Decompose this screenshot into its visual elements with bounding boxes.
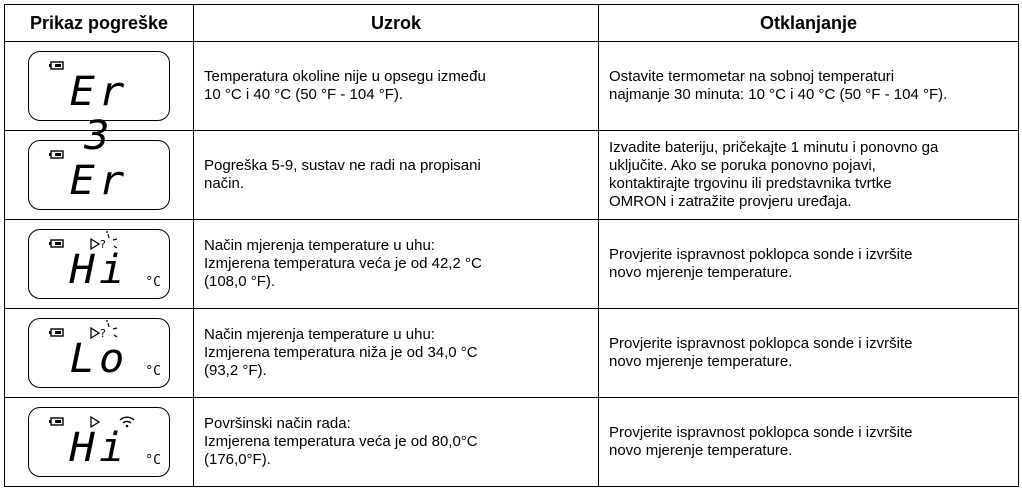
lcd-unit: °C (145, 363, 161, 381)
remedy-line: Izvadite bateriju, pričekajte 1 minutu i… (609, 139, 1018, 157)
row: Er 3 Temperatura okoline nije u opsegu iz… (5, 42, 1019, 131)
lcd-display: Hi°C (28, 407, 170, 477)
remedy-line: novo mjerenje temperature. (609, 353, 1018, 371)
cause-line: Način mjerenja temperature u uhu: (204, 237, 598, 255)
row: ?Lo°C Način mjerenja temperature u uhu:Iz… (5, 309, 1019, 398)
remedy-line: novo mjerenje temperature. (609, 264, 1018, 282)
lcd-display: Er (28, 140, 170, 210)
cause-line: (108,0 °F). (204, 273, 598, 291)
cause-line: Izmjerena temperatura veća je od 42,2 °C (204, 255, 598, 273)
row: Er Pogreška 5-9, sustav ne radi na propis… (5, 131, 1019, 220)
cause-line: način. (204, 175, 598, 193)
header-cell: Otklanjanje (599, 5, 1019, 42)
header-row: Prikaz pogreške Uzrok Otklanjanje (5, 5, 1019, 42)
lcd-code: Hi (44, 248, 153, 292)
remedy-line: najmanje 30 minuta: 10 °C i 40 °C (50 °F… (609, 86, 1018, 104)
remedy-cell: Provjerite ispravnost poklopca sonde i i… (599, 309, 1019, 398)
remedy-line: kontaktirajte trgovinu ili predstavnika … (609, 175, 1018, 193)
display-cell: ?Hi°C (5, 220, 194, 309)
remedy-line: OMRON i zatražite provjeru uređaja. (609, 193, 1018, 211)
cause-cell: Temperatura okoline nije u opsegu između… (194, 42, 599, 131)
cause-cell: Način mjerenja temperature u uhu:Izmjere… (194, 220, 599, 309)
lcd-display: Er 3 (28, 51, 170, 121)
cause-line: Temperatura okoline nije u opsegu između (204, 68, 598, 86)
cause-line: 10 °C i 40 °C (50 °F - 104 °F). (204, 86, 598, 104)
remedy-line: Provjerite ispravnost poklopca sonde i i… (609, 246, 1018, 264)
lcd-code: Lo (44, 337, 153, 381)
lcd-display: ?Lo°C (28, 318, 170, 388)
cause-line: Površinski način rada: (204, 415, 598, 433)
display-cell: Er 3 (5, 42, 194, 131)
cause-line: Izmjerena temperatura niža je od 34,0 °C (204, 344, 598, 362)
cause-line: (93,2 °F). (204, 362, 598, 380)
row: Hi°C Površinski način rada:Izmjerena temp… (5, 398, 1019, 487)
header-cell: Uzrok (194, 5, 599, 42)
error-table: Prikaz pogreške Uzrok Otklanjanje Er 3 Te… (4, 4, 1019, 487)
remedy-line: Provjerite ispravnost poklopca sonde i i… (609, 335, 1018, 353)
lcd-display: ?Hi°C (28, 229, 170, 299)
cause-cell: Pogreška 5-9, sustav ne radi na propisan… (194, 131, 599, 220)
lcd-unit: °C (145, 452, 161, 470)
page: Prikaz pogreške Uzrok Otklanjanje Er 3 Te… (0, 0, 1022, 498)
cause-line: (176,0°F). (204, 451, 598, 469)
cause-line: Pogreška 5-9, sustav ne radi na propisan… (204, 157, 598, 175)
lcd-code: Er (44, 159, 153, 203)
remedy-line: novo mjerenje temperature. (609, 442, 1018, 460)
remedy-line: Ostavite termometar na sobnoj temperatur… (609, 68, 1018, 86)
remedy-cell: Ostavite termometar na sobnoj temperatur… (599, 42, 1019, 131)
display-cell: Er (5, 131, 194, 220)
header-cell: Prikaz pogreške (5, 5, 194, 42)
row: ?Hi°C Način mjerenja temperature u uhu:Iz… (5, 220, 1019, 309)
cause-line: Izmjerena temperatura veća je od 80,0°C (204, 433, 598, 451)
remedy-cell: Provjerite ispravnost poklopca sonde i i… (599, 398, 1019, 487)
remedy-cell: Izvadite bateriju, pričekajte 1 minutu i… (599, 131, 1019, 220)
lcd-unit: °C (145, 274, 161, 292)
lcd-code: Hi (44, 426, 153, 470)
display-cell: ?Lo°C (5, 309, 194, 398)
cause-cell: Način mjerenja temperature u uhu:Izmjere… (194, 309, 599, 398)
cause-line: Način mjerenja temperature u uhu: (204, 326, 598, 344)
display-cell: Hi°C (5, 398, 194, 487)
remedy-line: uključite. Ako se poruka ponovno pojavi, (609, 157, 1018, 175)
remedy-line: Provjerite ispravnost poklopca sonde i i… (609, 424, 1018, 442)
cause-cell: Površinski način rada:Izmjerena temperat… (194, 398, 599, 487)
remedy-cell: Provjerite ispravnost poklopca sonde i i… (599, 220, 1019, 309)
